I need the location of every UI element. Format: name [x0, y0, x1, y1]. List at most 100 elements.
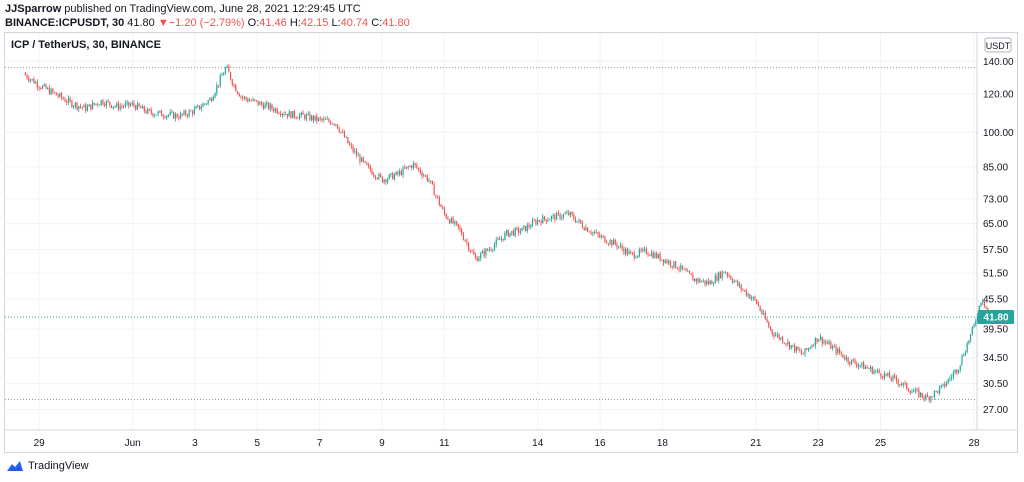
candle	[454, 219, 456, 227]
open-value: 41.46	[259, 17, 287, 29]
candle	[661, 259, 663, 262]
candle	[411, 164, 413, 170]
candle	[86, 103, 89, 112]
candle	[795, 346, 797, 354]
candle	[735, 280, 737, 283]
candle	[60, 92, 63, 101]
candle	[142, 104, 144, 109]
candle	[509, 232, 511, 238]
candle	[533, 218, 535, 222]
candle	[640, 247, 642, 253]
currency-button[interactable]: USDT	[984, 37, 1012, 53]
time-tick-label: 3	[192, 438, 198, 449]
candle	[561, 214, 563, 221]
candle	[695, 278, 697, 285]
candle	[124, 100, 126, 109]
candle	[112, 106, 114, 110]
candle	[578, 218, 580, 224]
candle	[911, 388, 913, 394]
candle	[449, 218, 451, 225]
candle	[861, 361, 863, 368]
candle	[642, 247, 644, 253]
candle	[216, 82, 218, 96]
candle	[414, 162, 416, 168]
candle	[711, 279, 713, 285]
candle	[90, 104, 92, 111]
candle	[48, 85, 51, 95]
candle	[951, 373, 953, 381]
candle	[138, 102, 140, 108]
candle	[635, 255, 637, 259]
candle	[940, 384, 942, 389]
candle	[549, 218, 551, 221]
candle	[959, 364, 961, 373]
candle	[317, 117, 320, 122]
author-name[interactable]: JJSparrow	[5, 3, 62, 15]
candle	[211, 96, 213, 103]
footer[interactable]: TradingView	[6, 460, 89, 472]
candle	[919, 392, 922, 398]
candle	[418, 167, 420, 172]
candle	[847, 356, 849, 365]
candle	[600, 234, 603, 240]
candle	[906, 382, 908, 391]
candle	[956, 369, 958, 376]
candle	[761, 308, 763, 315]
candle	[621, 243, 623, 252]
candle	[195, 105, 197, 109]
candle	[825, 339, 827, 346]
candle	[918, 386, 920, 399]
candle	[652, 250, 654, 260]
candle	[894, 372, 896, 380]
candle	[455, 221, 458, 226]
candle	[323, 116, 325, 123]
candle	[98, 104, 101, 106]
candle	[612, 237, 615, 246]
candle	[818, 339, 820, 342]
candle	[607, 242, 609, 247]
candle	[116, 101, 118, 108]
candle	[81, 106, 83, 110]
candle	[901, 382, 903, 387]
candle	[185, 109, 187, 117]
candle	[428, 177, 430, 184]
candle	[293, 109, 296, 119]
candle	[476, 255, 478, 262]
candle	[257, 100, 259, 107]
candle	[899, 383, 901, 388]
last-price-badge-text: 41.80	[983, 312, 1008, 323]
candle	[136, 101, 139, 111]
candle	[31, 78, 33, 82]
candle	[388, 173, 390, 180]
candle	[66, 99, 68, 106]
price-tick-label: 120.00	[983, 89, 1014, 100]
candle	[369, 164, 371, 173]
candle	[807, 347, 810, 352]
candle	[202, 102, 204, 108]
candle	[921, 392, 923, 400]
price-tick-label: 85.00	[983, 162, 1008, 173]
time-axis[interactable]: 29 Jun 3 5 7 9 11 14 16 18 21 23 25 28	[34, 438, 980, 449]
candle	[887, 372, 889, 377]
candle	[718, 271, 720, 284]
candle	[837, 347, 839, 355]
candle	[269, 102, 271, 112]
candle	[528, 222, 530, 230]
candle	[604, 236, 606, 243]
candle	[100, 99, 102, 106]
candle	[702, 278, 704, 283]
candle	[419, 167, 421, 175]
candle	[129, 102, 132, 107]
candle	[792, 344, 794, 348]
candle	[91, 100, 94, 110]
candle	[238, 92, 240, 97]
candle	[697, 277, 699, 284]
candle	[519, 228, 521, 235]
candle	[909, 390, 911, 396]
time-tick-label: 9	[379, 438, 385, 449]
candle	[823, 339, 825, 345]
candle	[330, 120, 332, 125]
price-axis[interactable]: 140.00 120.00 100.00 85.00 73.00 65.00 57.50 51…	[983, 57, 1014, 416]
footer-brand: TradingView	[28, 460, 89, 472]
